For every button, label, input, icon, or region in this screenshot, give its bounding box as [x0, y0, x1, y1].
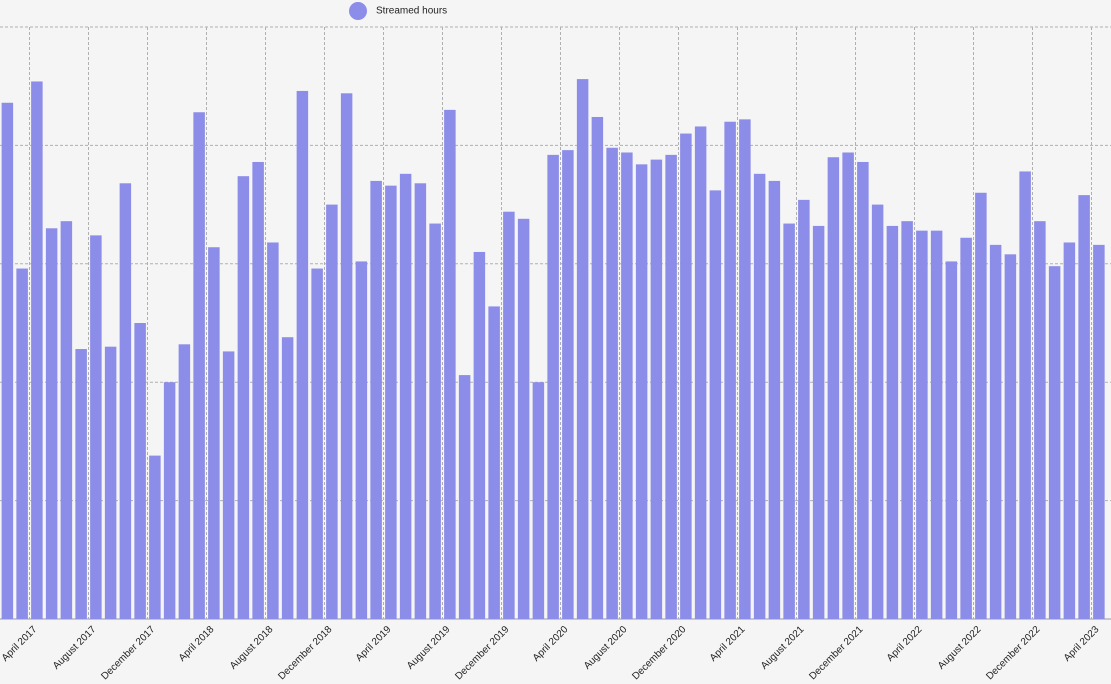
bar: [163, 382, 176, 619]
bar: [680, 133, 692, 619]
bar: [709, 190, 722, 619]
bar: [842, 152, 854, 619]
bar: [414, 183, 427, 619]
bar: [267, 242, 279, 619]
bar: [149, 455, 161, 619]
bar: [621, 152, 633, 619]
bar: [281, 337, 294, 619]
bar: [178, 344, 191, 619]
bar: [945, 261, 958, 619]
bar: [562, 150, 574, 620]
bar: [960, 237, 972, 619]
bar: [1004, 254, 1017, 619]
bar: [871, 204, 884, 619]
bar: [222, 351, 235, 619]
bar: [1019, 171, 1031, 619]
bar: [517, 218, 530, 620]
bar: [694, 126, 707, 620]
bar: [576, 79, 589, 619]
bar: [444, 109, 456, 619]
bar: [104, 346, 117, 619]
bar: [989, 244, 1002, 619]
bar: [635, 164, 648, 619]
bar: [326, 204, 338, 619]
bar: [45, 228, 58, 619]
bar: [1063, 242, 1076, 619]
legend-label: Streamed hours: [376, 6, 447, 17]
bar: [252, 161, 264, 619]
bar: [90, 235, 102, 619]
bar: [916, 230, 928, 619]
bar: [975, 192, 987, 619]
bar: [385, 185, 397, 619]
bar: [753, 173, 766, 620]
bar: [886, 225, 899, 620]
bar: [1093, 244, 1105, 619]
bar: [31, 81, 43, 620]
bar: [606, 147, 618, 619]
bar: [355, 261, 368, 619]
bar: [1048, 266, 1061, 619]
bar: [340, 93, 353, 619]
bar: [311, 268, 323, 619]
bar: [458, 375, 471, 619]
bar: [768, 180, 781, 620]
bar: [60, 221, 73, 619]
bar: [429, 223, 441, 619]
bar: [119, 183, 132, 619]
bar: [783, 223, 795, 619]
bar: [16, 268, 28, 619]
bar: [370, 180, 382, 620]
bar: [208, 247, 220, 619]
bar: [739, 119, 751, 620]
bar: [650, 159, 663, 619]
bar: [296, 90, 309, 620]
bar: [193, 112, 205, 620]
legend-marker: [349, 2, 367, 20]
bar: [812, 225, 825, 620]
bar: [547, 154, 559, 619]
bar: [798, 199, 810, 619]
bar: [75, 349, 87, 619]
bar: [532, 382, 545, 619]
bar: [503, 211, 515, 620]
bar: [827, 157, 840, 620]
bar: [399, 173, 412, 620]
bar: [591, 116, 604, 619]
bar: [1078, 195, 1090, 620]
bar: [473, 251, 486, 619]
bar: [134, 323, 146, 619]
bar: [488, 306, 500, 619]
bar: [930, 230, 943, 619]
bar: [1034, 221, 1046, 619]
bar: [901, 221, 913, 619]
bar: [237, 176, 250, 619]
bar: [1, 102, 14, 619]
bar: [665, 154, 677, 619]
bar: [724, 121, 736, 619]
bar: [857, 161, 869, 619]
